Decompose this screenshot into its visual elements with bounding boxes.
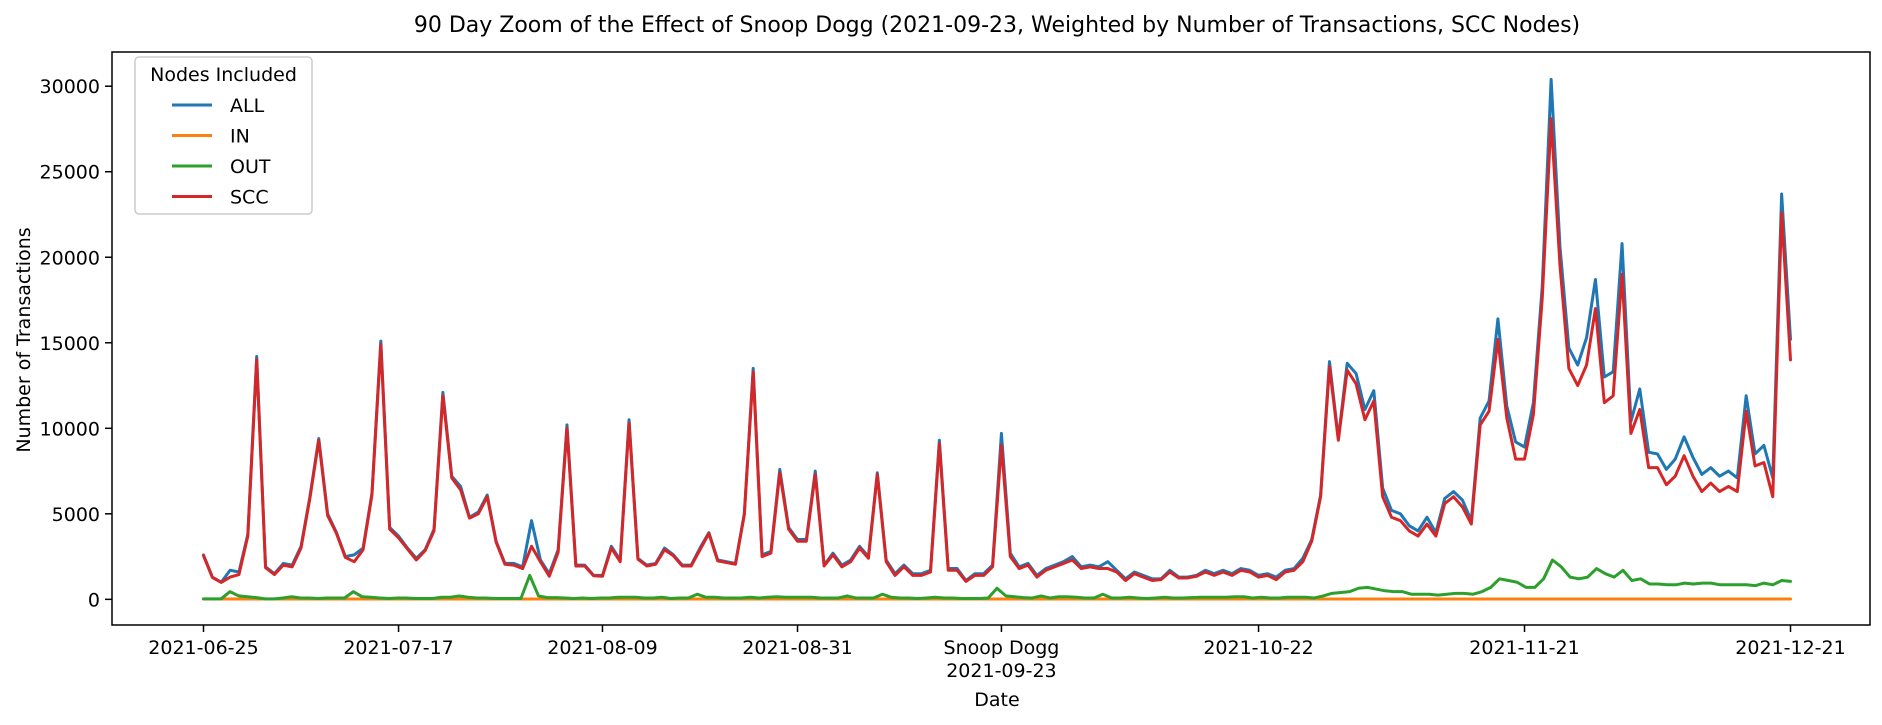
series-line-scc [202, 117, 1792, 584]
legend-label-in: IN [230, 126, 250, 148]
chart-title: 90 Day Zoom of the Effect of Snoop Dogg … [414, 13, 1580, 38]
x-tick-label: 2021-12-21 [1735, 637, 1845, 659]
y-tick-label: 25000 [40, 162, 100, 184]
series-line-out [202, 558, 1792, 601]
legend: Nodes Included ALL IN OUT SCC [134, 56, 313, 215]
y-axis-label: Number of Transactions [13, 227, 35, 452]
y-tick-label: 20000 [40, 247, 100, 269]
legend-title: Nodes Included [150, 64, 297, 86]
x-tick-label: Snoop Dogg [944, 637, 1060, 659]
x-tick-label: 2021-06-25 [148, 637, 258, 659]
legend-box [134, 56, 313, 215]
legend-label-all: ALL [230, 95, 265, 117]
x-tick-label: 2021-08-31 [742, 637, 852, 659]
y-tick-label: 5000 [52, 504, 100, 526]
x-tick-label: 2021-11-21 [1469, 637, 1579, 659]
axes: 0 5000 10000 15000 20000 25000 30000 2021-06-25… [40, 51, 1871, 682]
x-axis-label: Date [974, 689, 1019, 711]
y-tick-label: 30000 [40, 76, 100, 98]
legend-label-scc: SCC [230, 187, 269, 209]
y-tick-label: 0 [88, 589, 100, 611]
x-tick-label: 2021-10-22 [1203, 637, 1313, 659]
legend-label-out: OUT [230, 156, 271, 178]
x-tick-label: 2021-08-09 [547, 637, 657, 659]
plot-frame [111, 51, 1871, 626]
x-tick-label: 2021-07-17 [343, 637, 453, 659]
x-tick-label-date: 2021-09-23 [946, 660, 1056, 682]
y-tick-label: 15000 [40, 333, 100, 355]
plot-area [202, 77, 1792, 601]
y-tick-label: 10000 [40, 418, 100, 440]
